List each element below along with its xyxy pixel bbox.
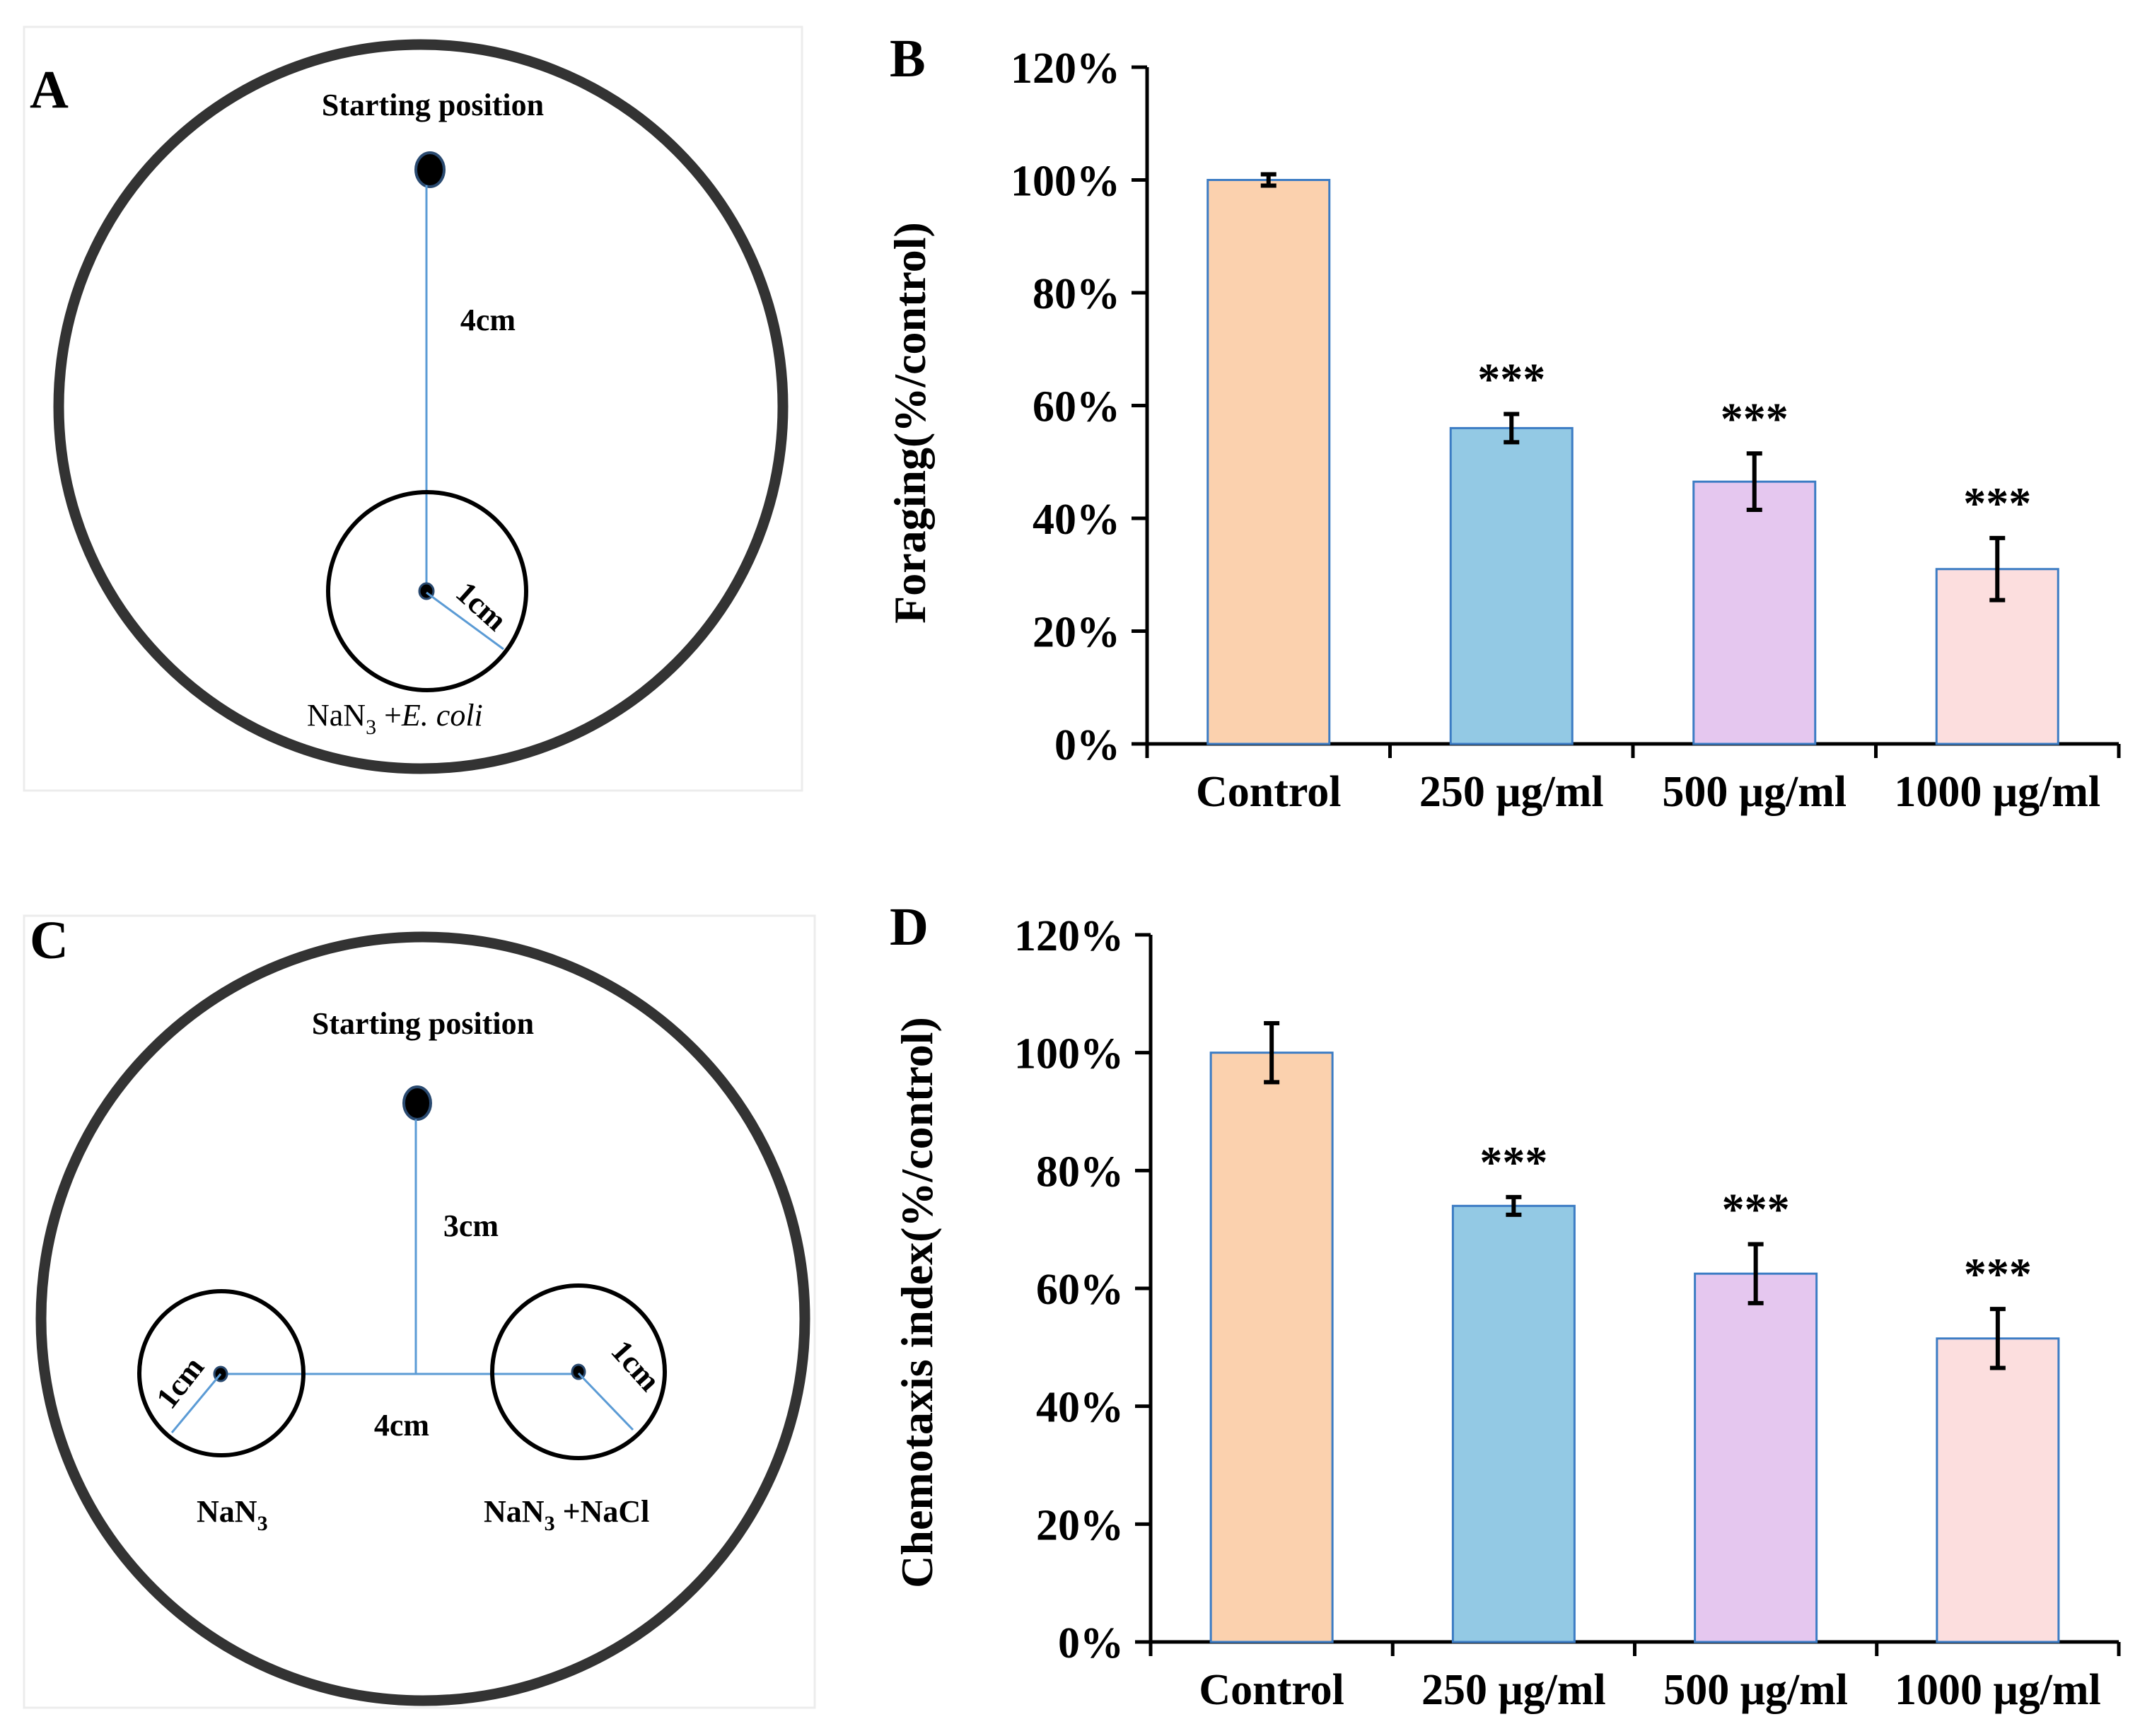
panel-c: C Starting position 3cm 4cm 1cm 1cm NaN3…	[23, 911, 816, 1709]
chart-b-y-tick-label: 40%	[1033, 496, 1120, 544]
distance-label-a: 4cm	[460, 303, 516, 337]
right-radius-line-c	[577, 1372, 634, 1431]
starting-point-dot-c	[402, 1085, 432, 1121]
chart-d-bar	[1694, 1272, 1818, 1643]
chart-d-bar	[1936, 1337, 2060, 1643]
left-target-label-c: NaN3	[197, 1494, 268, 1535]
chart-d-y-tick-label: 120%	[1014, 912, 1124, 960]
chart-d-significance: ***	[1964, 1249, 2032, 1299]
panel-b-letter: B	[890, 29, 926, 88]
chart-d-bar	[1451, 1204, 1576, 1643]
target-formula-a: NaN	[307, 698, 366, 733]
panel-d: D Chemotaxis index(%/control) 0% 20% 40% 60…	[890, 897, 2121, 1714]
target-subscript-a: 3	[366, 716, 376, 739]
left-subscript-c: 3	[257, 1512, 268, 1535]
chart-b-significance: ***	[1477, 354, 1545, 404]
starting-position-label-c: Starting position	[312, 1006, 534, 1041]
right-target-label-c: NaN3 +NaCl	[484, 1494, 649, 1535]
left-radius-line-c	[170, 1373, 222, 1433]
chart-b-category-label: 1000 μg/ml	[1894, 768, 2100, 816]
chart-d-y-tick-label: 0%	[1058, 1619, 1124, 1667]
chart-d-y-tick-label: 40%	[1036, 1384, 1124, 1432]
chart-b-bar	[1449, 426, 1574, 745]
starting-position-label-a: Starting position	[322, 88, 544, 122]
chart-b-category-label: 500 μg/ml	[1662, 768, 1847, 816]
left-radius-label-c: 1cm	[149, 1350, 211, 1415]
panel-d-letter: D	[890, 897, 929, 957]
panel-c-letter: C	[30, 911, 69, 970]
chart-b-bar	[1692, 480, 1817, 745]
right-suffix-c: +NaCl	[555, 1494, 650, 1529]
chart-d-plot: 0% 20% 40% 60% 80% 100% 120% Control *** 250 μg/m…	[1014, 912, 2121, 1714]
right-formula-c: NaN	[484, 1494, 545, 1529]
panel-a: A Starting position 4cm 1cm NaN3 +E. col…	[23, 25, 803, 792]
panel-b: B Foraging(%/control) 0% 20% 40% 60% 80% 100%…	[885, 29, 2121, 816]
chart-d-bar	[1209, 1051, 1334, 1643]
chart-d-significance: ***	[1722, 1184, 1790, 1235]
starting-point-dot-a	[414, 151, 446, 188]
left-formula-c: NaN	[197, 1494, 257, 1529]
chart-d-ylabel: Chemotaxis index(%/control)	[892, 1017, 942, 1588]
radius-label-a: 1cm	[449, 575, 513, 638]
chart-d-y-tick-label: 80%	[1036, 1148, 1124, 1196]
chart-b-y-tick-label: 100%	[1011, 158, 1120, 206]
target-plus-a: +	[376, 698, 402, 733]
chart-b-significance: ***	[1963, 478, 2031, 528]
chart-b-y-tick-label: 0%	[1054, 721, 1120, 769]
chart-d-y-tick-label: 60%	[1036, 1266, 1124, 1314]
right-target-circle-c	[490, 1283, 667, 1460]
chart-d-category-label: Control	[1199, 1666, 1344, 1714]
chart-d-significance: ***	[1479, 1137, 1547, 1187]
vertical-distance-label-c: 3cm	[443, 1208, 499, 1243]
horizontal-distance-label-c: 4cm	[374, 1408, 429, 1443]
chart-d-category-label: 250 μg/ml	[1421, 1666, 1606, 1714]
chart-b-significance: ***	[1721, 393, 1789, 443]
chart-b-y-tick-label: 60%	[1033, 383, 1120, 431]
chart-d-y-tick-label: 20%	[1036, 1501, 1124, 1549]
petri-dish-a	[53, 39, 789, 774]
chart-b-y-tick-label: 120%	[1011, 45, 1120, 93]
chart-b-y-tick-label: 20%	[1033, 609, 1120, 657]
petri-dish-c	[35, 931, 810, 1706]
panel-a-letter: A	[30, 60, 69, 120]
chart-b-y-tick-label: 80%	[1033, 270, 1120, 318]
target-circle-a	[326, 490, 528, 692]
panel-c-frame	[23, 914, 816, 1709]
chart-d-category-label: 1000 μg/ml	[1895, 1666, 2101, 1714]
chart-b-plot: 0% 20% 40% 60% 80% 100% 120% Control *** 250 μg/m…	[1011, 45, 2121, 816]
chart-b-ylabel: Foraging(%/control)	[885, 222, 935, 624]
target-ecoli-a: E. coli	[401, 698, 483, 733]
chart-b-category-label: Control	[1196, 768, 1342, 816]
right-subscript-c: 3	[545, 1512, 555, 1535]
chart-b-bar	[1206, 179, 1331, 745]
panel-a-frame	[23, 25, 803, 792]
chart-d-category-label: 500 μg/ml	[1663, 1666, 1848, 1714]
left-target-circle-c	[137, 1289, 306, 1457]
chart-d-y-tick-label: 100%	[1014, 1030, 1124, 1078]
target-label-a: NaN3 +E. coli	[307, 698, 483, 739]
radius-line-a	[426, 591, 504, 651]
chart-b-category-label: 250 μg/ml	[1419, 768, 1604, 816]
